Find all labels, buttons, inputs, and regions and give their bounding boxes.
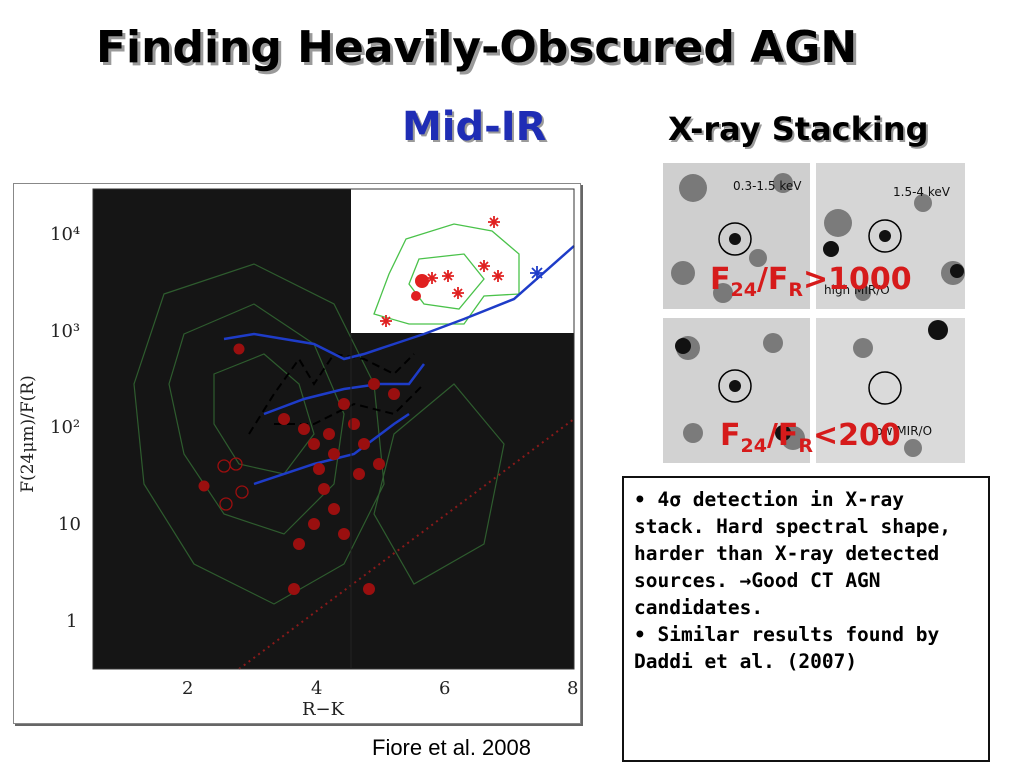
y-tick-label: 10² <box>50 417 81 438</box>
citation: Fiore et al. 2008 <box>372 735 531 760</box>
note-item: • 4σ detection in X-ray stack. Hard spec… <box>634 488 951 619</box>
inset-panel <box>351 189 574 333</box>
stack-image-low <box>663 318 965 463</box>
color-color-plot: 10⁴ 10³ 10² 10 1 2 4 6 8 R−K F(24μm)/F(R… <box>13 183 581 724</box>
side-label-low: low MIR/O <box>872 424 933 438</box>
flux-subscript: 24 <box>740 435 767 457</box>
y-tick-label: 10 <box>58 514 81 535</box>
flux-subscript: R <box>798 435 814 457</box>
flux-threshold: >1000 <box>803 262 912 297</box>
notes-text: • 4σ detection in X-ray stack. Hard spec… <box>634 486 978 675</box>
y-tick-label: 1 <box>66 611 78 632</box>
x-tick-label: 6 <box>439 678 451 699</box>
flux-slash: /F <box>756 262 789 297</box>
flux-slash: /F <box>766 418 799 453</box>
note-item: • Similar results found by Daddi et al. … <box>634 623 940 673</box>
energy-band-soft: 0.3-1.5 keV <box>733 179 802 193</box>
stack-caption-high: F24/FR>1000 <box>710 262 912 301</box>
flux-subscript: R <box>788 279 804 301</box>
y-tick-label: 10³ <box>50 321 81 342</box>
x-tick-label: 8 <box>567 678 579 699</box>
x-tick-label: 2 <box>182 678 194 699</box>
plot-graphic <box>92 188 575 670</box>
notes-box: • 4σ detection in X-ray stack. Hard spec… <box>622 476 990 762</box>
mid-ir-heading: Mid-IR <box>402 104 547 150</box>
y-axis-label: F(24μm)/F(R) <box>18 375 38 493</box>
stack-image-high <box>663 163 965 309</box>
x-tick-label: 4 <box>311 678 323 699</box>
slide-title: Finding Heavily-Obscured AGN <box>96 22 858 73</box>
energy-band-hard: 1.5-4 keV <box>893 185 950 199</box>
flux-symbol: F <box>710 262 731 297</box>
xray-stacking-heading: X-ray Stacking <box>668 110 929 148</box>
y-tick-label: 10⁴ <box>50 224 81 245</box>
flux-subscript: 24 <box>730 279 757 301</box>
stack-caption-low: F24/FR<200 <box>720 418 901 457</box>
x-axis-label: R−K <box>302 699 345 720</box>
flux-symbol: F <box>720 418 741 453</box>
flux-threshold: <200 <box>813 418 901 453</box>
side-label-high: high MIR/O <box>824 283 890 297</box>
